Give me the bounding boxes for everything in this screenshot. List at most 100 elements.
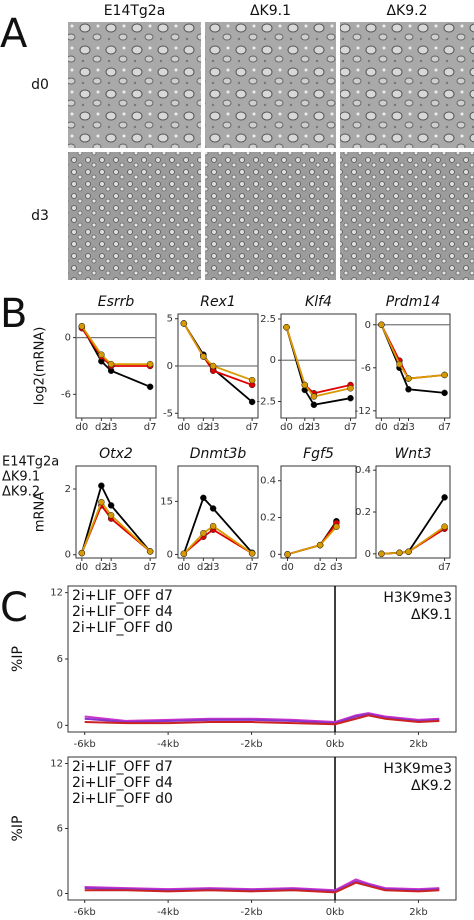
series-line xyxy=(84,712,440,724)
series-line xyxy=(381,525,446,555)
data-point xyxy=(333,523,340,530)
x-tick-label: d3 xyxy=(207,562,220,573)
y-tick-label: 0 xyxy=(365,549,371,560)
series-line xyxy=(380,324,445,380)
data-point xyxy=(209,522,217,530)
x-tick-label: d0 xyxy=(280,422,293,433)
micrograph xyxy=(68,152,201,280)
x-tick-label: d2 xyxy=(95,562,108,573)
column-label: ΔK9.1 xyxy=(250,3,291,19)
annotation: ΔK9.1 xyxy=(411,607,452,623)
data-point xyxy=(396,360,403,368)
x-tick-label: d0 xyxy=(75,562,88,573)
x-tick-label: d2 xyxy=(314,562,327,573)
data-point xyxy=(347,394,354,402)
x-tick-label: d7 xyxy=(246,422,259,433)
x-tick-label: d0 xyxy=(281,562,294,573)
data-point xyxy=(310,401,318,409)
data-point xyxy=(284,551,291,558)
x-tick-label: d7 xyxy=(344,422,357,433)
data-point xyxy=(405,375,412,382)
y-tick-label: 0.4 xyxy=(260,476,276,487)
data-point xyxy=(378,321,385,329)
data-point xyxy=(301,381,309,389)
series-line xyxy=(84,880,440,893)
data-point xyxy=(209,505,217,512)
data-point xyxy=(441,389,448,397)
series-line xyxy=(183,525,253,555)
data-point xyxy=(316,541,324,549)
x-tick-label: d2 xyxy=(393,422,406,433)
series-line xyxy=(84,881,440,894)
series-line xyxy=(285,326,351,398)
legend-entry: E14Tg2a xyxy=(2,455,59,470)
plot-frame xyxy=(177,465,259,559)
data-point xyxy=(405,386,412,393)
series-line xyxy=(183,496,253,555)
x-tick-label: d3 xyxy=(330,562,343,573)
y-axis-label: %IP xyxy=(10,816,26,842)
data-point xyxy=(378,550,385,558)
y-tick-label: 6 xyxy=(57,824,63,835)
x-tick-label: d0 xyxy=(177,422,190,433)
legend-entry: ΔK9.2 xyxy=(2,485,40,500)
data-point xyxy=(180,550,188,558)
y-tick-label: 2 xyxy=(65,484,71,495)
series-line xyxy=(84,713,440,725)
x-tick-label: 0kb xyxy=(326,907,345,918)
x-tick-label: d3 xyxy=(105,422,118,433)
legend-entry: 2i+LIF_OFF d4 xyxy=(72,775,173,791)
data-point xyxy=(107,360,115,368)
x-tick-label: d7 xyxy=(246,562,259,573)
x-tick-label: d3 xyxy=(308,422,321,433)
y-tick-label: -12 xyxy=(355,406,371,417)
x-tick-label: -6kb xyxy=(74,739,96,750)
data-point xyxy=(98,482,105,489)
data-point xyxy=(248,376,256,384)
x-tick-label: d3 xyxy=(207,422,220,433)
y-axis-label: %IP xyxy=(10,646,26,672)
data-point xyxy=(441,494,448,501)
x-tick-label: d0 xyxy=(75,422,88,433)
x-tick-label: 0kb xyxy=(326,739,345,750)
y-tick-label: -2.5 xyxy=(256,396,276,407)
x-tick-label: d2 xyxy=(197,422,210,433)
x-tick-label: -2kb xyxy=(241,907,263,918)
chart-title: Klf4 xyxy=(305,294,332,310)
column-label: ΔK9.2 xyxy=(386,3,427,19)
x-tick-label: d7 xyxy=(438,562,451,573)
y-tick-label: 0.4 xyxy=(355,465,371,476)
y-tick-label: 5 xyxy=(167,314,173,325)
data-point xyxy=(405,548,412,555)
x-tick-label: d7 xyxy=(438,422,451,433)
chart-title: Fgf5 xyxy=(303,446,334,462)
data-point xyxy=(310,393,318,400)
legend-entry: ΔK9.1 xyxy=(2,470,40,485)
x-tick-label: -2kb xyxy=(241,739,263,750)
series-line xyxy=(81,327,151,367)
x-tick-label: d7 xyxy=(144,422,157,433)
micrograph xyxy=(340,22,474,148)
y-tick-label: 2.5 xyxy=(260,314,276,325)
legend-entry: 2i+LIF_OFF d0 xyxy=(72,791,173,807)
plot-frame xyxy=(375,465,451,559)
x-tick-label: 2kb xyxy=(409,739,428,750)
y-axis-label: log2(mRNA) xyxy=(33,327,48,406)
annotation: H3K9me3 xyxy=(383,590,452,606)
annotation: H3K9me3 xyxy=(383,761,452,777)
series-line xyxy=(80,483,151,554)
data-point xyxy=(107,512,115,519)
data-point xyxy=(146,360,154,368)
data-point xyxy=(200,353,207,360)
series-line xyxy=(81,325,151,366)
x-tick-label: -4kb xyxy=(157,907,179,918)
y-tick-label: 12 xyxy=(50,588,63,599)
y-tick-label: 0 xyxy=(270,549,276,560)
x-tick-label: d7 xyxy=(144,562,157,573)
panel-label: A xyxy=(0,11,28,57)
y-tick-label: 0 xyxy=(270,355,276,366)
y-tick-label: 0 xyxy=(365,320,371,331)
micrograph xyxy=(205,22,336,148)
y-tick-label: 0 xyxy=(65,550,71,561)
